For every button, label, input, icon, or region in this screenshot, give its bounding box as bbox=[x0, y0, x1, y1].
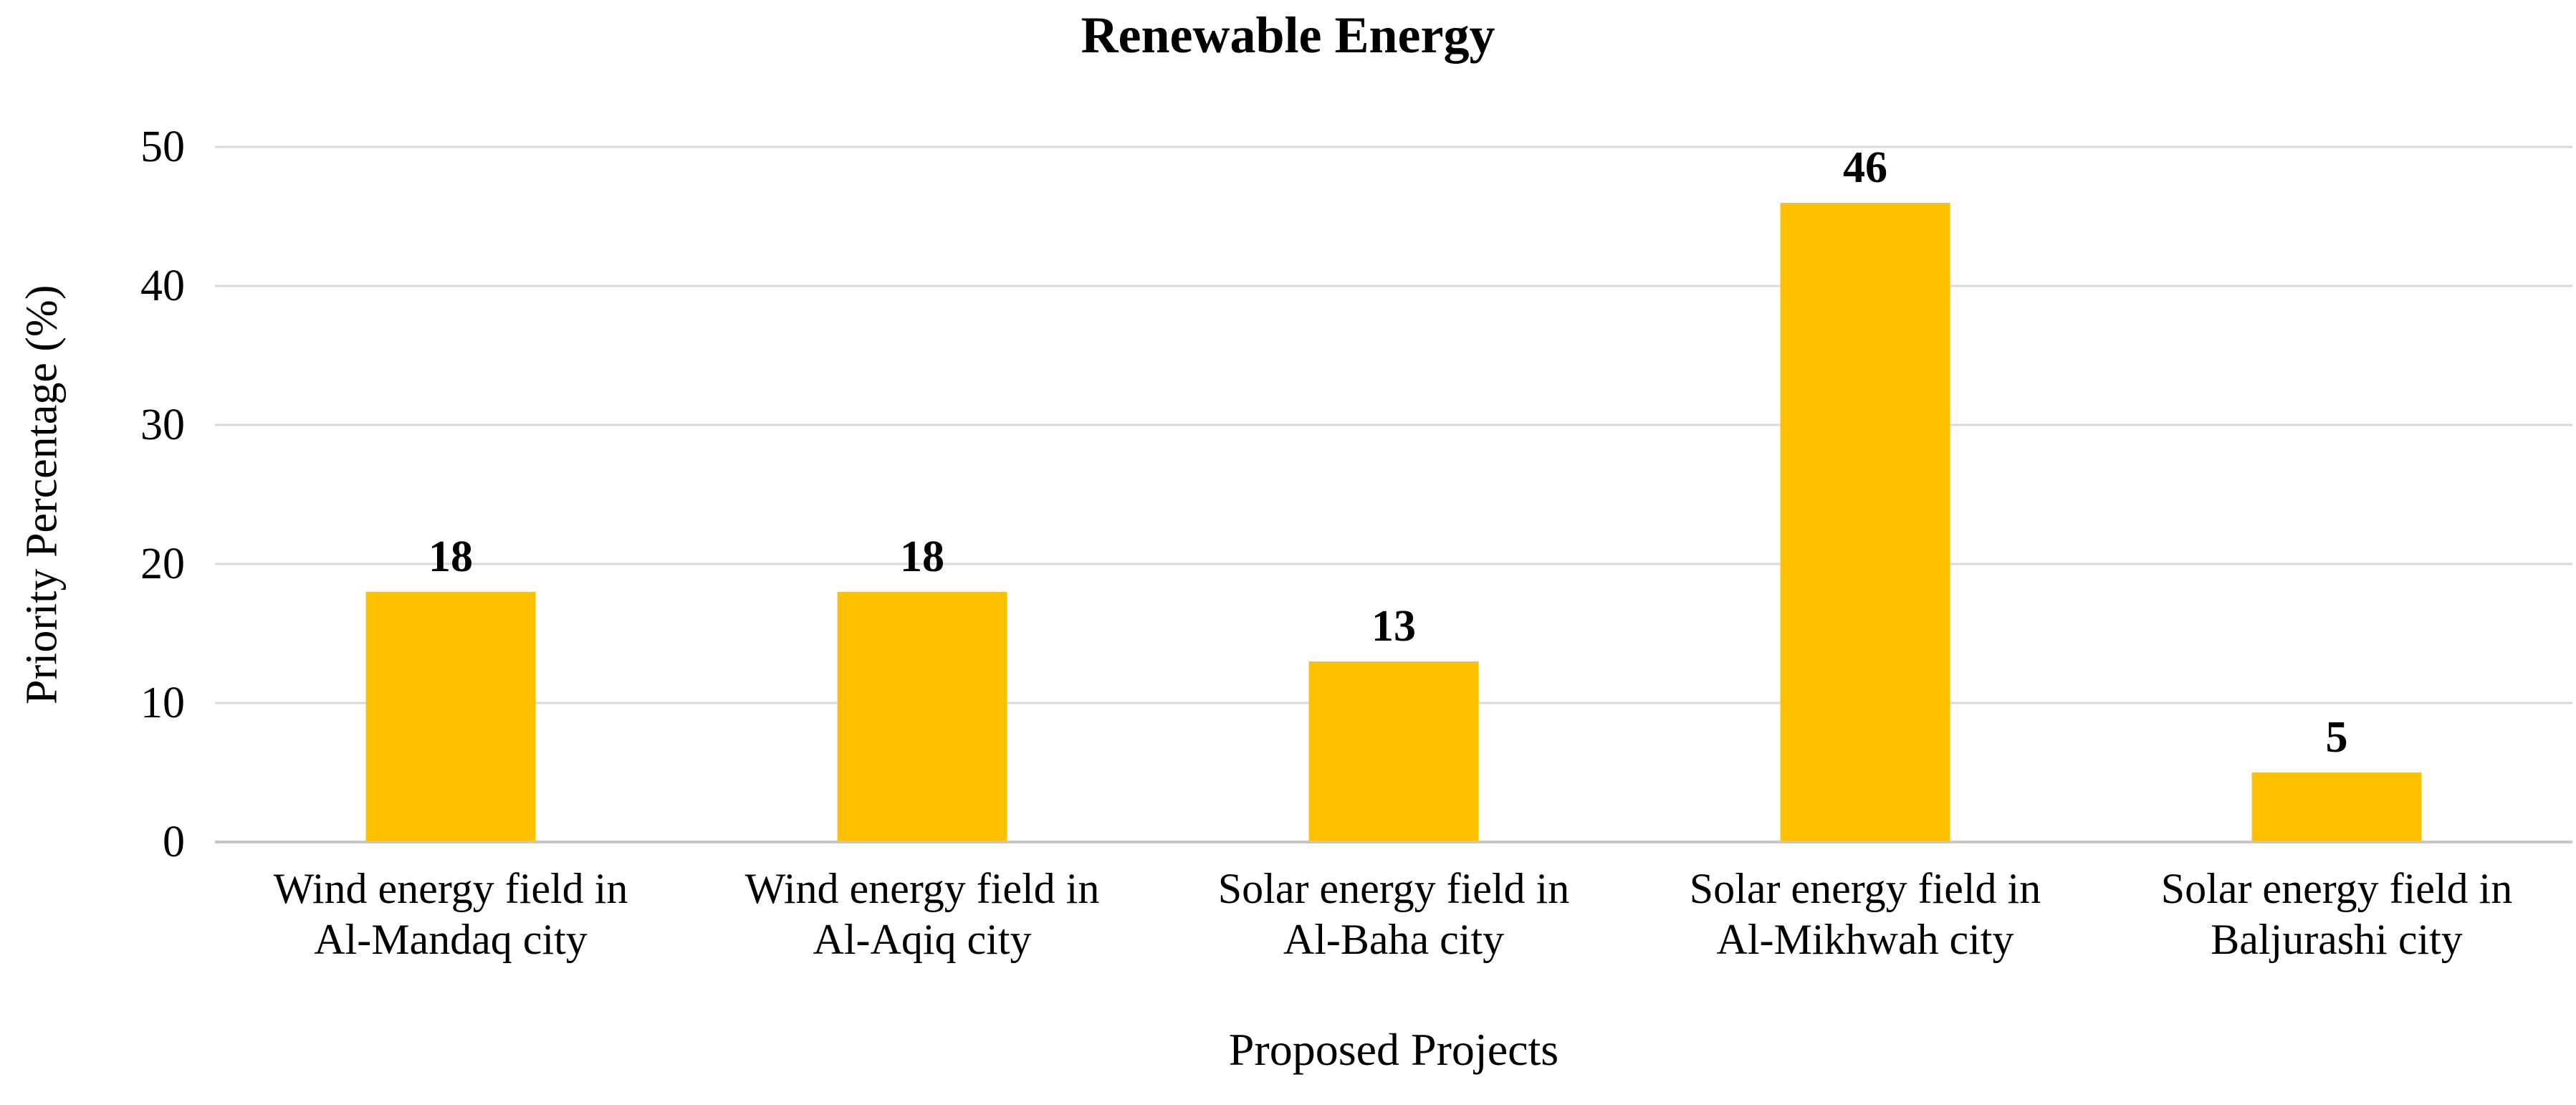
category-label: Wind energy field in Al-Aqiq city bbox=[686, 864, 1158, 965]
x-axis-category-labels: Wind energy field in Al-Mandaq city Wind e… bbox=[215, 864, 2572, 965]
y-tick-label-0: 0 bbox=[163, 818, 185, 866]
bar-column: 46 bbox=[1629, 143, 2101, 842]
gridline-50 bbox=[215, 145, 2572, 148]
category-label-line: Al-Baha city bbox=[1283, 915, 1505, 963]
x-axis-title: Proposed Projects bbox=[1228, 1024, 1559, 1075]
bar-column: 13 bbox=[1158, 147, 1629, 842]
category-label: Solar energy field in Al-Baha city bbox=[1158, 864, 1629, 965]
gridline-30 bbox=[215, 424, 2572, 426]
bar-value-label: 13 bbox=[1371, 601, 1416, 651]
category-label-line: Solar energy field in bbox=[1217, 865, 1570, 912]
y-tick-label-30: 30 bbox=[140, 401, 185, 449]
y-tick-label-50: 50 bbox=[140, 123, 185, 171]
category-label-line: Al-Aqiq city bbox=[813, 915, 1032, 963]
category-label: Solar energy field in Al-Mikhwah city bbox=[1629, 864, 2101, 965]
gridline-40 bbox=[215, 284, 2572, 287]
bar[interactable] bbox=[365, 591, 536, 842]
bar-value-label: 18 bbox=[428, 532, 473, 581]
bar-column: 5 bbox=[2101, 147, 2572, 842]
gridline-20 bbox=[215, 563, 2572, 565]
bar-value-label: 46 bbox=[1843, 143, 1887, 192]
category-label: Solar energy field in Baljurashi city bbox=[2101, 864, 2572, 965]
bar-column: 18 bbox=[215, 147, 686, 842]
category-label-line: Baljurashi city bbox=[2211, 915, 2463, 963]
bar-value-label: 18 bbox=[900, 532, 944, 581]
category-label-line: Al-Mandaq city bbox=[314, 915, 588, 963]
y-tick-label-10: 10 bbox=[140, 679, 185, 727]
bar-column: 18 bbox=[686, 147, 1158, 842]
category-label: Wind energy field in Al-Mandaq city bbox=[215, 864, 686, 965]
bar-value-label: 5 bbox=[2325, 713, 2348, 762]
bar[interactable] bbox=[837, 591, 1007, 842]
y-tick-label-20: 20 bbox=[140, 540, 185, 588]
plot-area: 18 18 13 46 5 0 10 20 30 40 50 bbox=[140, 125, 2572, 864]
bar[interactable] bbox=[1780, 202, 1950, 842]
y-axis-title: Priority Percentage (%) bbox=[17, 284, 67, 704]
y-tick-label-40: 40 bbox=[140, 262, 185, 310]
category-label-line: Solar energy field in bbox=[1689, 865, 2041, 912]
chart-title: Renewable Energy bbox=[1081, 6, 1495, 64]
category-label-line: Solar energy field in bbox=[2160, 865, 2513, 912]
category-label-line: Wind energy field in bbox=[744, 865, 1100, 912]
category-label-line: Wind energy field in bbox=[273, 865, 628, 912]
category-label-line: Al-Mikhwah city bbox=[1716, 915, 2014, 963]
bars-row: 18 18 13 46 5 bbox=[215, 143, 2572, 842]
bar[interactable] bbox=[2251, 772, 2422, 842]
x-axis-line bbox=[215, 841, 2572, 843]
bar[interactable] bbox=[1308, 661, 1479, 842]
